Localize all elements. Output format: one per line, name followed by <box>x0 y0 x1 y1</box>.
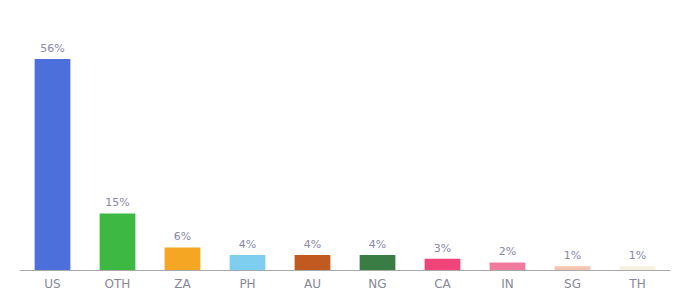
svg-text:PH: PH <box>239 277 255 291</box>
svg-text:OTH: OTH <box>105 277 131 291</box>
svg-text:CA: CA <box>434 277 451 291</box>
svg-text:US: US <box>44 277 60 291</box>
svg-text:6%: 6% <box>174 230 191 243</box>
svg-text:1%: 1% <box>629 249 646 262</box>
svg-text:15%: 15% <box>105 196 129 209</box>
svg-text:4%: 4% <box>239 238 256 251</box>
svg-text:IN: IN <box>501 277 514 291</box>
svg-text:AU: AU <box>304 277 321 291</box>
svg-text:TH: TH <box>628 277 645 291</box>
svg-text:SG: SG <box>564 277 581 291</box>
svg-text:56%: 56% <box>40 42 64 55</box>
svg-text:NG: NG <box>368 277 386 291</box>
svg-text:3%: 3% <box>434 242 451 255</box>
svg-text:4%: 4% <box>304 238 321 251</box>
svg-text:1%: 1% <box>564 249 581 262</box>
svg-text:2%: 2% <box>499 245 516 258</box>
svg-text:ZA: ZA <box>174 277 191 291</box>
svg-text:4%: 4% <box>369 238 386 251</box>
